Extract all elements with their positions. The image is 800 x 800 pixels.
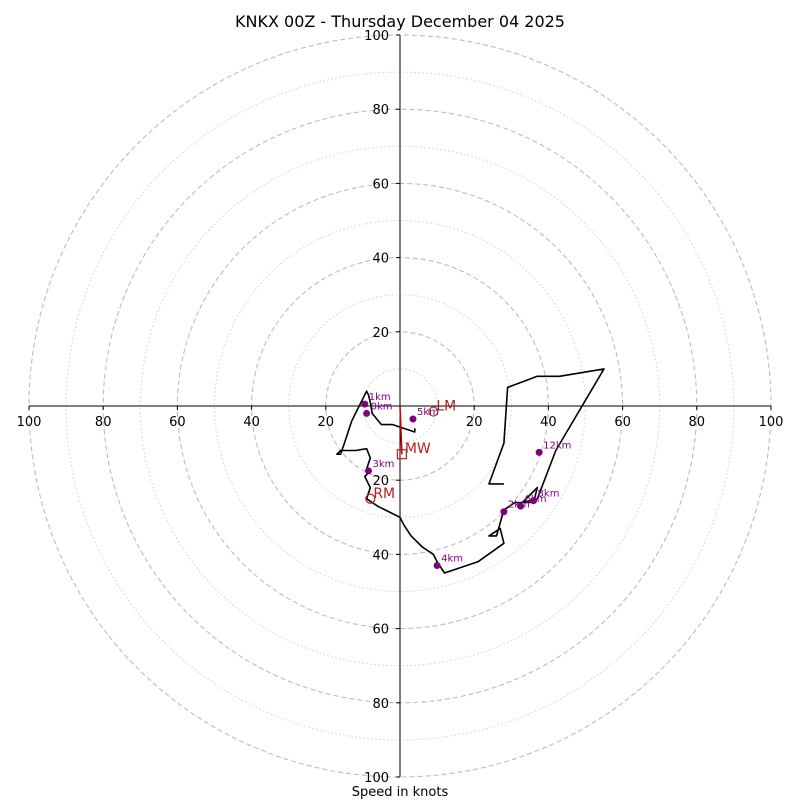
mean-wind-vector <box>399 405 403 455</box>
y-tick-label: 20 <box>372 474 389 489</box>
storm-motion-circle-marker <box>428 406 439 417</box>
x-tick-label: 40 <box>243 415 260 430</box>
y-tick-label: 80 <box>372 103 389 118</box>
height-markers: 0km1km2km3km4km5km6km8km12km <box>361 392 571 570</box>
hodograph-line <box>336 368 605 574</box>
y-tick-label: 80 <box>372 697 389 712</box>
height-marker-label: 3km <box>372 459 394 470</box>
height-marker-point <box>517 502 525 510</box>
x-tick-label: 80 <box>689 415 706 430</box>
storm-motion-circle-marker <box>365 493 376 504</box>
height-marker-point <box>433 562 441 570</box>
height-marker-point <box>409 415 417 423</box>
y-tick-label: 40 <box>372 252 389 267</box>
y-tick-label: 100 <box>364 29 389 44</box>
tick-labels: 100 80 60 40 20 20 40 60 80 100 100 80 60 40 20 20 40 60 8… <box>17 29 784 786</box>
x-tick-label: 100 <box>17 415 42 430</box>
height-marker-label: 0km <box>371 401 393 412</box>
height-marker-label: 5km <box>417 407 439 418</box>
height-marker-point <box>500 508 508 516</box>
height-marker-point <box>363 409 371 417</box>
hodograph-series <box>336 368 605 574</box>
x-tick-label: 20 <box>318 415 335 430</box>
height-marker-point <box>535 448 543 456</box>
height-marker-point <box>361 400 369 408</box>
x-tick-label: 60 <box>614 415 631 430</box>
x-axis-label: Speed in knots <box>352 785 449 800</box>
x-tick-label: 80 <box>95 415 112 430</box>
chart-title: KNKX 00Z - Thursday December 04 2025 <box>235 12 565 31</box>
storm-motion-label: LM <box>436 399 456 415</box>
x-tick-label: 40 <box>540 415 557 430</box>
storm-motion-square-marker <box>396 449 407 460</box>
x-tick-label: 100 <box>759 415 784 430</box>
height-marker-label: 1km <box>369 392 391 403</box>
height-marker-label: 8km <box>538 489 560 500</box>
storm-motion-markers: LM RM MW <box>365 399 456 504</box>
x-tick-label: 60 <box>169 415 186 430</box>
height-marker-point <box>364 467 372 475</box>
y-tick-label: 60 <box>372 177 389 192</box>
y-tick-label: 60 <box>372 623 389 638</box>
storm-motion-label: RM <box>373 486 395 502</box>
y-tick-label: 20 <box>372 326 389 341</box>
height-marker-label: 12km <box>543 440 571 451</box>
y-tick-label: 100 <box>364 771 389 786</box>
storm-motion-label: MW <box>405 441 431 457</box>
height-marker-label: 4km <box>441 554 463 565</box>
x-tick-label: 20 <box>466 415 483 430</box>
y-tick-label: 40 <box>372 548 389 563</box>
height-marker-point <box>530 497 538 505</box>
